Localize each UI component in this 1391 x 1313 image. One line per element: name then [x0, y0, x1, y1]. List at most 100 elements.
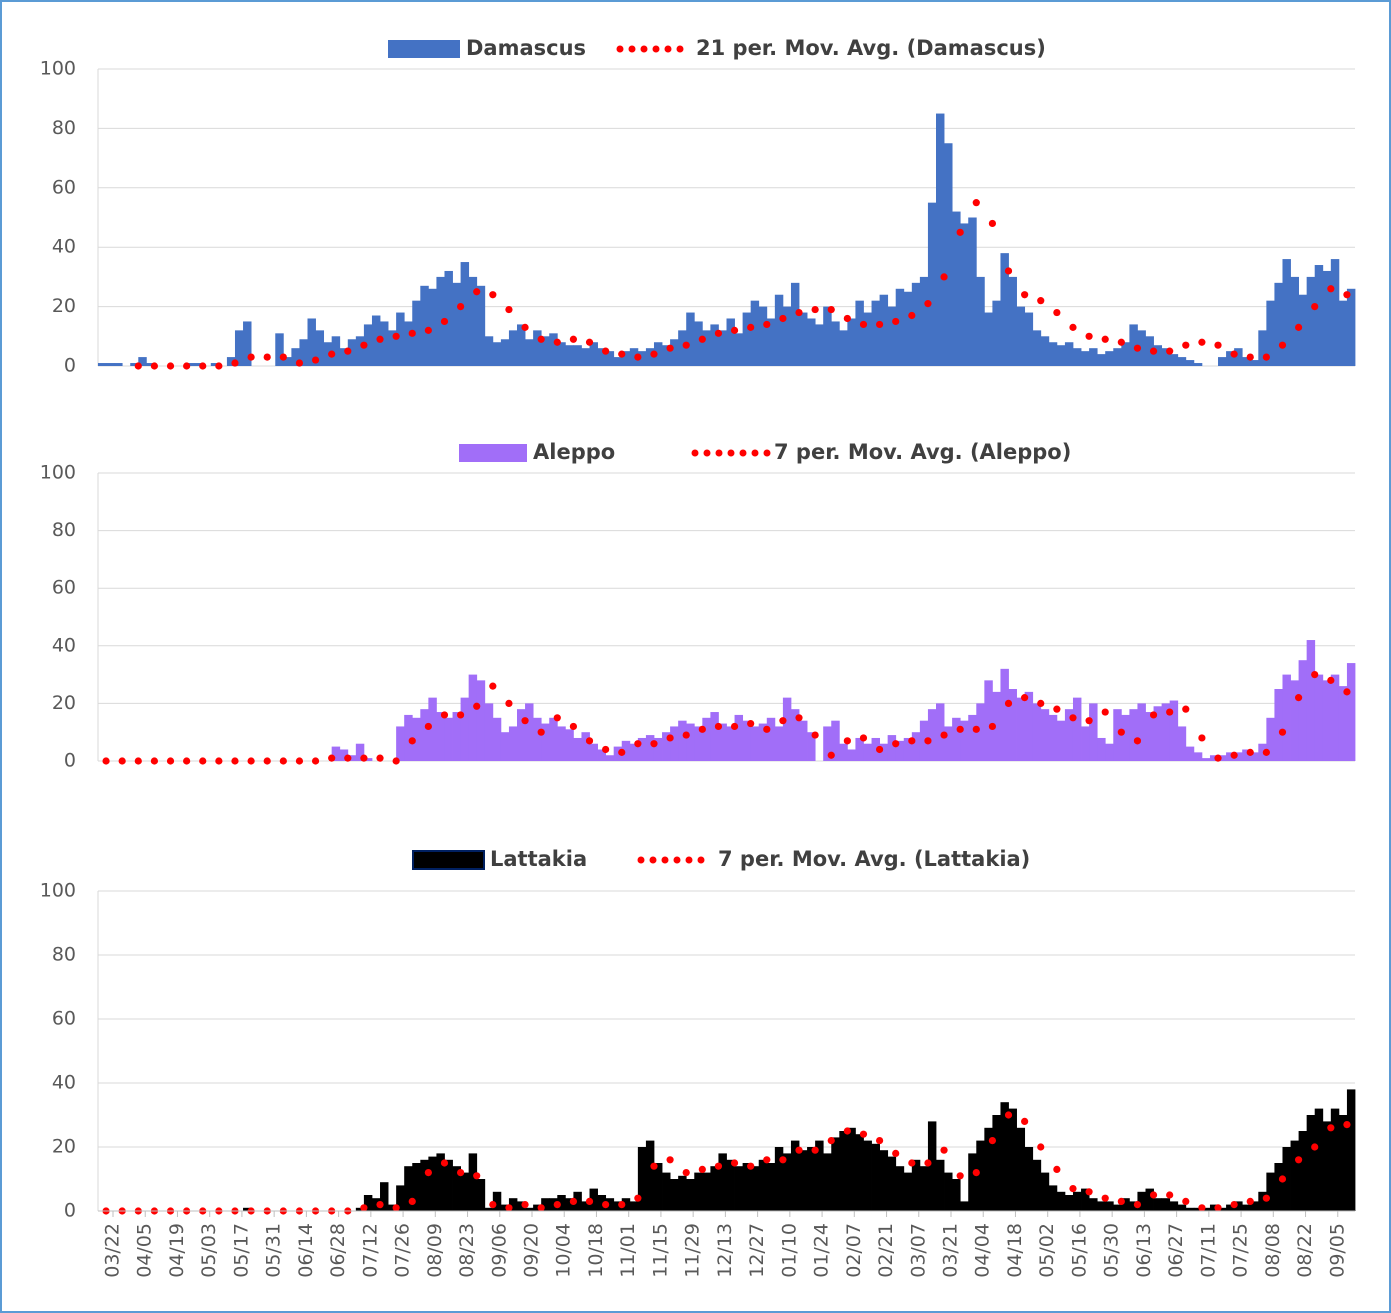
- bar: [653, 342, 663, 366]
- bar: [1250, 752, 1259, 761]
- bar: [1234, 348, 1243, 366]
- bar: [944, 726, 953, 761]
- bar: [331, 746, 341, 761]
- bar: [1145, 712, 1154, 761]
- bar: [1169, 700, 1179, 761]
- bar: [863, 312, 872, 366]
- bar: [492, 717, 502, 761]
- moving-average-dot: [1262, 1194, 1270, 1202]
- moving-average-dot: [1343, 688, 1351, 696]
- bar: [879, 294, 889, 366]
- bar: [1000, 1102, 1009, 1211]
- bar: [1145, 336, 1154, 366]
- moving-average-dot: [1021, 291, 1029, 299]
- moving-average-dot: [634, 353, 642, 361]
- bar: [1266, 1172, 1275, 1211]
- moving-average-dot: [892, 740, 900, 748]
- bar: [573, 345, 582, 366]
- x-tick-label: 04/04: [972, 1223, 994, 1278]
- bar: [605, 1198, 615, 1211]
- bar: [1234, 1201, 1243, 1211]
- moving-average-dot: [811, 305, 819, 314]
- moving-average-dot: [1037, 699, 1045, 708]
- x-tick-label: 12/27: [746, 1223, 768, 1278]
- bar: [927, 1121, 937, 1211]
- bar: [1040, 709, 1050, 761]
- bar: [1113, 348, 1122, 366]
- moving-average-dot: [1278, 728, 1287, 736]
- moving-average-dot: [215, 757, 223, 765]
- moving-average-dot: [924, 300, 932, 308]
- x-tick-label: 10/18: [585, 1223, 607, 1278]
- bar: [476, 680, 486, 761]
- bar: [613, 357, 623, 366]
- moving-average-dot: [763, 725, 771, 733]
- bar: [952, 717, 961, 761]
- x-tick-label: 03/07: [907, 1223, 929, 1278]
- bar: [1306, 640, 1316, 761]
- bar: [565, 729, 574, 761]
- moving-average-dot: [440, 1159, 449, 1167]
- moving-average-dot: [698, 335, 706, 343]
- bar: [903, 291, 913, 366]
- x-tick-label: 04/05: [134, 1223, 156, 1278]
- moving-average-dot: [682, 1169, 690, 1177]
- bar: [1105, 743, 1114, 761]
- bar: [694, 726, 703, 761]
- moving-average-dot: [344, 347, 352, 355]
- y-tick-label: 80: [52, 944, 76, 966]
- bar: [1274, 282, 1283, 366]
- bar: [412, 1163, 421, 1211]
- bar: [444, 1159, 453, 1211]
- bar: [1258, 1191, 1267, 1211]
- bar: [525, 703, 534, 761]
- legend-swatch: [459, 444, 527, 462]
- moving-average-dot: [279, 353, 287, 361]
- bar: [517, 709, 526, 761]
- bar: [758, 306, 768, 366]
- bar: [589, 1188, 598, 1211]
- bar: [517, 324, 526, 366]
- x-tick-label: 06/14: [295, 1223, 317, 1278]
- bar: [1226, 351, 1235, 366]
- moving-average-dot: [875, 745, 884, 754]
- moving-average-dot: [747, 1162, 755, 1170]
- bar: [1081, 726, 1090, 761]
- bar: [283, 357, 292, 366]
- bar: [404, 714, 413, 761]
- moving-average-dot: [1085, 332, 1093, 340]
- bar: [662, 732, 671, 761]
- legend-label: Damascus: [466, 36, 586, 60]
- moving-average-dot: [1182, 341, 1190, 349]
- moving-average-dot: [1117, 1197, 1125, 1205]
- bar: [1250, 1201, 1259, 1211]
- moving-average-dot: [424, 1169, 432, 1177]
- moving-average-dot: [295, 757, 304, 765]
- moving-average-dot: [1053, 308, 1061, 317]
- moving-average-dot: [1198, 1204, 1206, 1212]
- bar: [1322, 270, 1332, 366]
- bar: [1226, 1204, 1235, 1211]
- bar: [396, 312, 405, 366]
- bar: [1113, 1204, 1122, 1211]
- bar: [388, 1204, 397, 1211]
- bar: [412, 717, 421, 761]
- bar: [911, 732, 921, 761]
- bar: [412, 300, 421, 366]
- moving-average-dot: [360, 1204, 368, 1212]
- moving-average-dot: [1294, 1156, 1303, 1164]
- bar: [533, 1204, 542, 1211]
- bar: [1177, 357, 1187, 366]
- bar: [662, 1172, 671, 1211]
- moving-average-dot: [859, 1130, 868, 1138]
- bar: [710, 712, 719, 761]
- bar: [863, 743, 872, 761]
- bar: [1056, 720, 1066, 761]
- bar: [750, 1166, 760, 1211]
- bar: [1024, 1147, 1034, 1211]
- moving-average-dot: [827, 1137, 835, 1145]
- bar: [718, 330, 727, 366]
- moving-average-dot: [1198, 338, 1206, 346]
- moving-average-dot: [328, 350, 336, 358]
- bar: [1298, 660, 1308, 761]
